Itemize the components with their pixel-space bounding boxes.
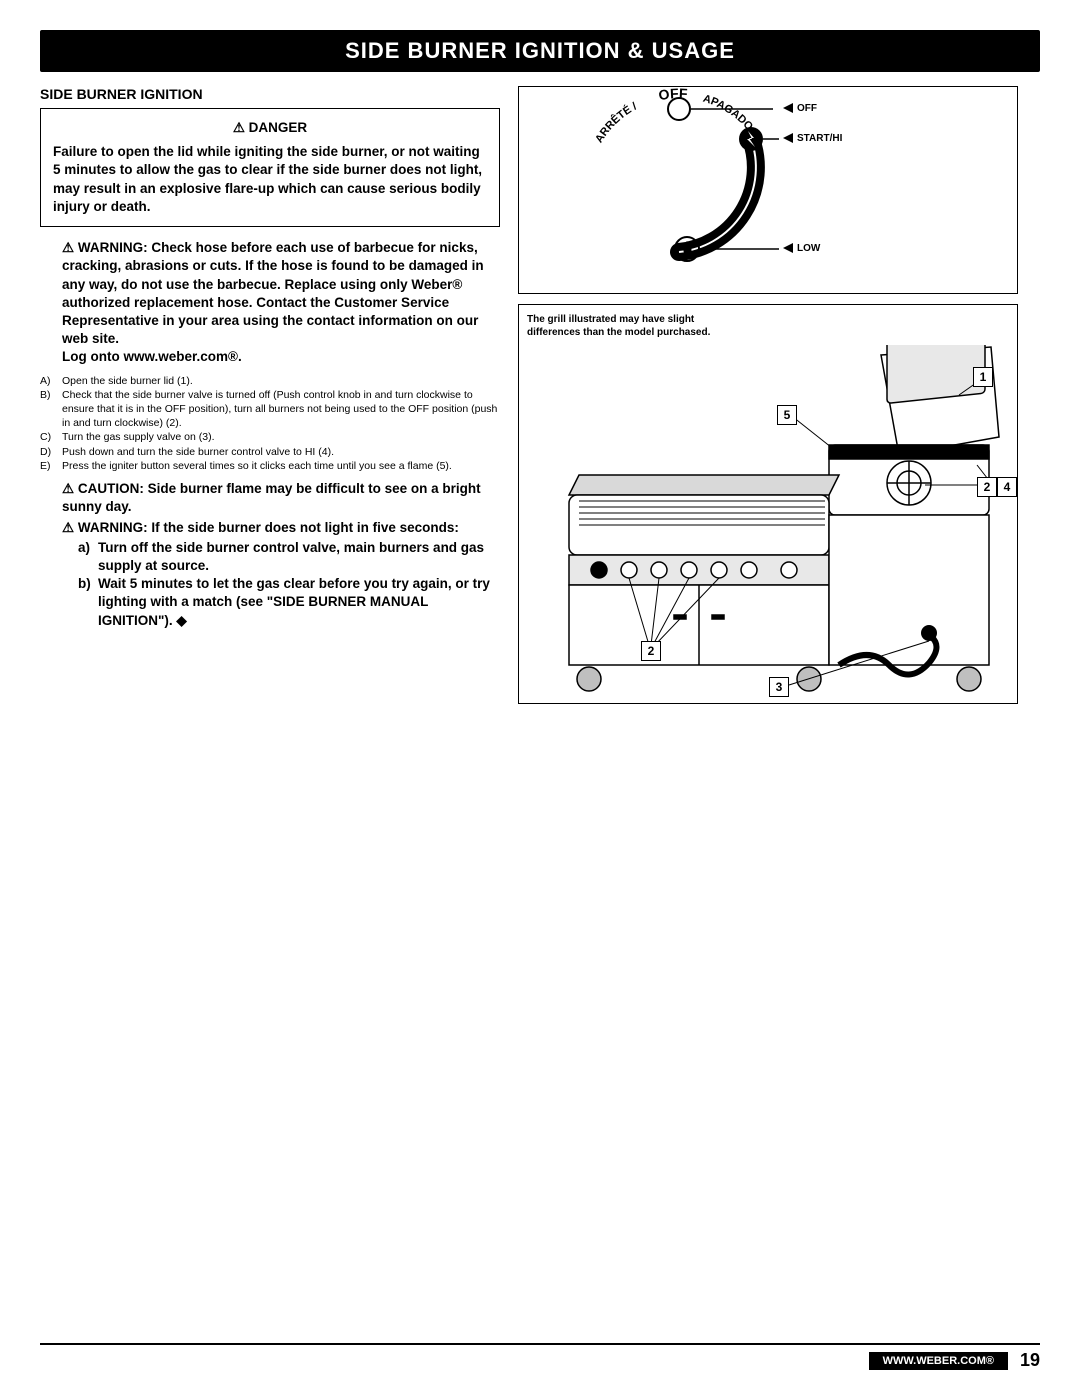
steps-list: A)Open the side burner lid (1). B)Check … bbox=[40, 375, 500, 474]
left-column: SIDE BURNER IGNITION ⚠ DANGER Failure to… bbox=[40, 86, 500, 704]
svg-text:ARRÊTÉ /: ARRÊTÉ / bbox=[593, 100, 639, 145]
callout-3: 3 bbox=[769, 677, 789, 697]
dial-svg: ARRÊTÉ / OFF APAGADO bbox=[519, 87, 1019, 295]
right-column: ARRÊTÉ / OFF APAGADO bbox=[518, 86, 1018, 704]
warning-hose: ⚠ WARNING: Check hose before each use of… bbox=[62, 239, 500, 367]
footer-url: WWW.WEBER.COM® bbox=[869, 1352, 1008, 1370]
callout-4: 4 bbox=[997, 477, 1017, 497]
callout-5: 5 bbox=[777, 405, 797, 425]
page-footer: WWW.WEBER.COM® 19 bbox=[869, 1350, 1040, 1371]
section-subhead: SIDE BURNER IGNITION bbox=[40, 86, 500, 102]
svg-text:APAGADO: APAGADO bbox=[701, 93, 755, 133]
warning-5sec: ⚠ WARNING: If the side burner does not l… bbox=[62, 519, 500, 537]
page-number: 19 bbox=[1020, 1350, 1040, 1371]
arrow-left-icon bbox=[783, 103, 793, 113]
arrow-left-icon bbox=[783, 133, 793, 143]
danger-box: ⚠ DANGER Failure to open the lid while i… bbox=[40, 108, 500, 227]
callout-1: 1 bbox=[973, 367, 993, 387]
grill-note: The grill illustrated may have slight di… bbox=[527, 313, 727, 339]
warning-sublist: a)Turn off the side burner control valve… bbox=[78, 539, 500, 630]
danger-header: ⚠ DANGER bbox=[53, 119, 487, 137]
caution-text: ⚠ CAUTION: Side burner flame may be diff… bbox=[62, 480, 500, 516]
danger-body: Failure to open the lid while igniting t… bbox=[53, 143, 487, 216]
grill-svg bbox=[529, 345, 1009, 705]
callout-2: 2 bbox=[641, 641, 661, 661]
dial-diagram: ARRÊTÉ / OFF APAGADO bbox=[518, 86, 1018, 294]
callout-2b: 2 bbox=[977, 477, 997, 497]
arrow-left-icon bbox=[783, 243, 793, 253]
grill-diagram: The grill illustrated may have slight di… bbox=[518, 304, 1018, 704]
page-title-bar: SIDE BURNER IGNITION & USAGE bbox=[40, 30, 1040, 72]
footer-rule bbox=[40, 1343, 1040, 1345]
